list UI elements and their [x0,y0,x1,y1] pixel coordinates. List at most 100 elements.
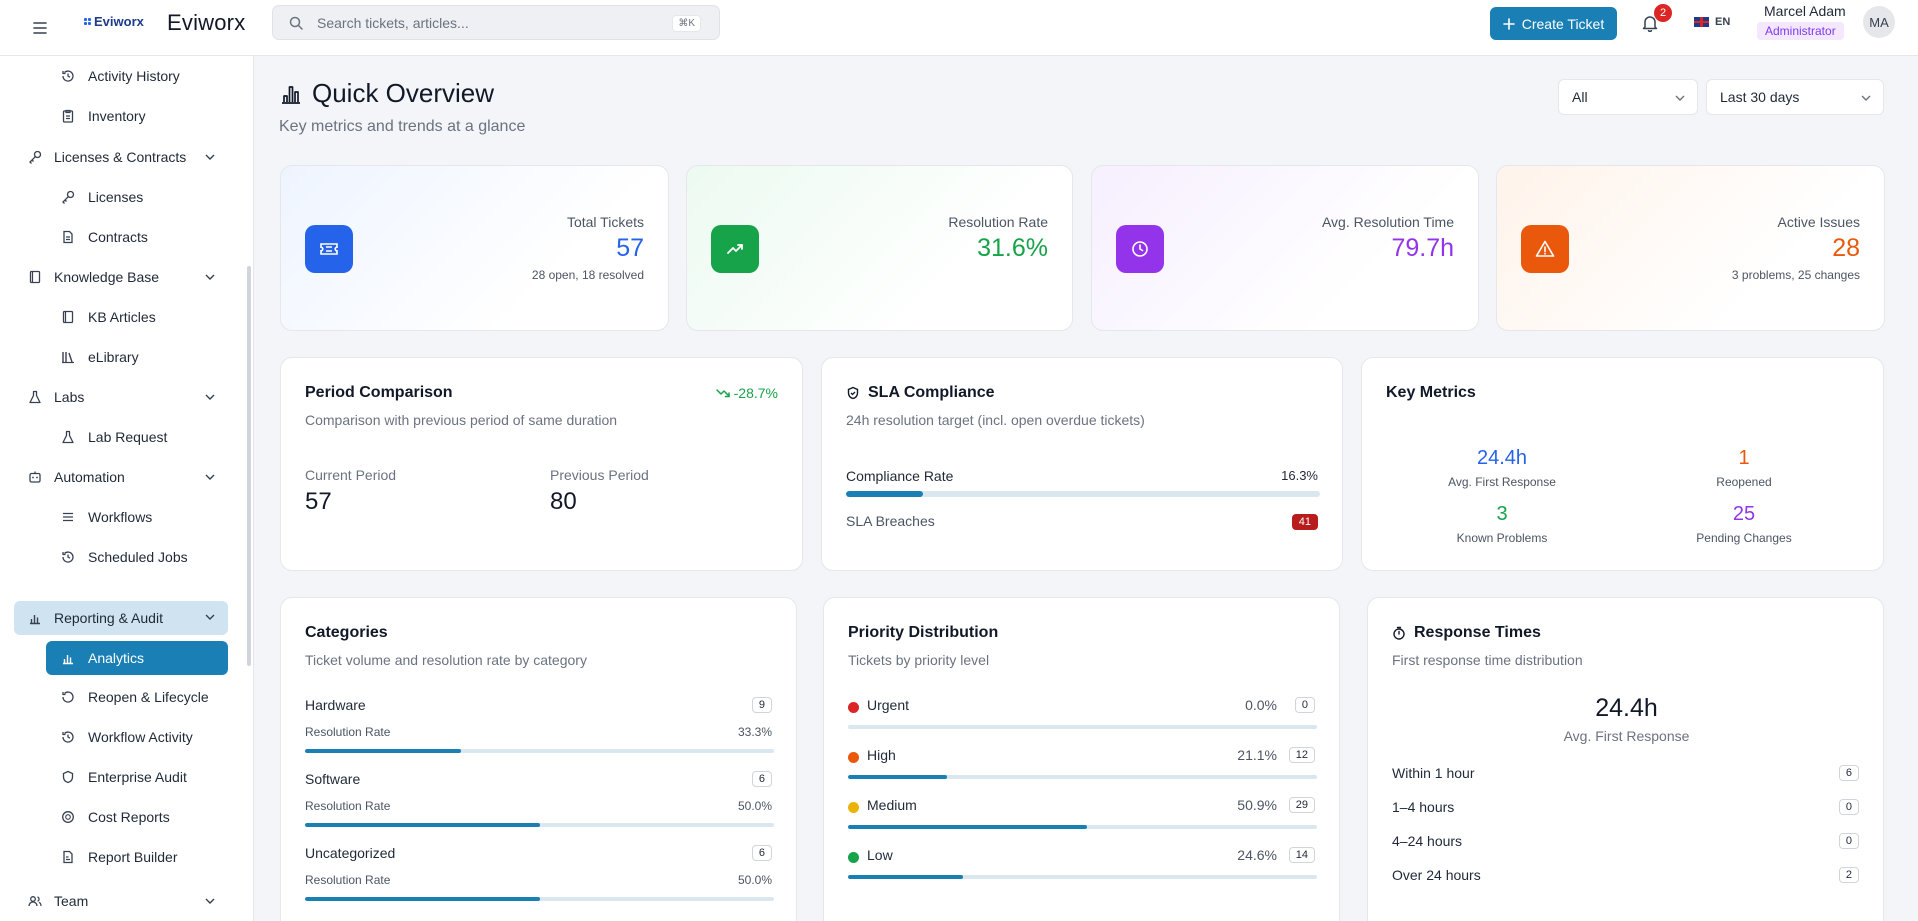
card-title: Key Metrics [1386,384,1476,401]
stat-card-resolution-rate[interactable]: Resolution Rate 31.6% [686,165,1073,331]
create-ticket-button[interactable]: Create Ticket [1490,7,1617,40]
card-subtitle: Ticket volume and resolution rate by cat… [305,652,587,668]
compliance-rate-value: 16.3% [1281,468,1318,483]
sidebar-item-elibrary[interactable]: eLibrary [46,341,228,373]
chevron-down-icon [204,271,216,283]
logo[interactable]: Eviworx [84,14,144,29]
history-icon [59,550,77,564]
category-name: Uncategorized [305,845,396,861]
search-input[interactable]: Search tickets, articles... ⌘K [272,5,720,40]
card-subtitle: Comparison with previous period of same … [305,412,618,428]
sidebar-scrollbar-thumb[interactable] [247,266,251,666]
stat-card-active-issues[interactable]: Active Issues 28 3 problems, 25 changes [1496,165,1885,331]
stat-label: Resolution Rate [948,214,1048,230]
priority-progress-bar [848,875,1317,879]
stat-note: 28 open, 18 resolved [531,268,644,282]
sidebar-item-reopen-lifecycle[interactable]: Reopen & Lifecycle [46,681,228,713]
search-shortcut: ⌘K [672,15,701,32]
menu-icon[interactable] [32,14,54,42]
sidebar-group-team[interactable]: Team [14,885,228,917]
avatar[interactable]: MA [1863,6,1895,38]
response-bucket-label: Within 1 hour [1392,765,1475,781]
key-icon [26,150,44,164]
shield-icon [59,770,77,784]
sidebar-item-label: Licenses [88,189,144,205]
flask-icon [59,430,77,444]
create-ticket-label: Create Ticket [1521,15,1605,32]
page-subtitle: Key metrics and trends at a glance [279,118,526,135]
response-bucket-count: 0 [1838,799,1859,815]
card-title-text: Response Times [1414,624,1541,641]
priority-color-dot [848,752,859,763]
priority-progress-bar [848,825,1317,829]
category-count-badge: 6 [751,771,772,787]
stat-label: Total Tickets [566,214,644,230]
bot-icon [26,470,44,484]
sidebar-group-labs[interactable]: Labs [14,381,228,413]
sidebar-item-workflows[interactable]: Workflows [46,501,228,533]
chevron-down-icon [204,151,216,163]
sidebar-item-activity-history[interactable]: Activity History [46,60,228,92]
sidebar-group-automation[interactable]: Automation [14,461,228,493]
sidebar-item-analytics[interactable]: Analytics [46,641,228,675]
sidebar-group-knowledge-base[interactable]: Knowledge Base [14,261,228,293]
sidebar-item-label: Activity History [88,68,180,84]
categories-card: Categories Ticket volume and resolution … [280,597,797,921]
stat-card-total-tickets[interactable]: Total Tickets 57 28 open, 18 resolved [280,165,669,331]
card-subtitle: Tickets by priority level [848,652,990,668]
sidebar-item-label: Contracts [88,229,148,245]
priority-percent: 50.9% [1237,797,1277,813]
sidebar-group-licenses-contracts[interactable]: Licenses & Contracts [14,141,228,173]
sidebar-item-report-builder[interactable]: Report Builder [46,841,228,873]
sidebar-item-kb-articles[interactable]: KB Articles [46,301,228,333]
sidebar-item-label: Licenses & Contracts [54,149,187,165]
chart-icon [280,83,302,105]
key-metric-label: Avg. First Response [1448,475,1556,489]
sidebar-item-contracts[interactable]: Contracts [46,221,228,253]
stat-value: 57 [616,234,644,262]
chevron-down-icon [1675,94,1685,102]
priority-progress-fill [848,825,1087,829]
sidebar-item-inventory[interactable]: Inventory [46,100,228,132]
sidebar: Activity History Inventory Licenses & Co… [0,56,254,921]
priority-count-badge: 0 [1294,697,1315,713]
sidebar-group-reporting-audit[interactable]: Reporting & Audit [14,601,228,635]
sidebar-item-licenses[interactable]: Licenses [46,181,228,213]
sidebar-item-enterprise-audit[interactable]: Enterprise Audit [46,761,228,793]
stat-label: Avg. Resolution Time [1321,214,1454,230]
warning-icon [1521,225,1569,273]
key-icon [59,190,77,204]
sidebar-item-lab-request[interactable]: Lab Request [46,421,228,453]
filter-select[interactable]: All [1558,79,1698,115]
sidebar-item-label: Workflow Activity [88,729,193,745]
history-icon [59,69,77,83]
chevron-down-icon [204,471,216,483]
sidebar-item-cost-reports[interactable]: Cost Reports [46,801,228,833]
notifications-button[interactable]: 2 [1642,4,1672,32]
user-name[interactable]: Marcel Adam [1764,3,1846,19]
priority-distribution-card: Priority Distribution Tickets by priorit… [823,597,1340,921]
language-switcher[interactable]: EN [1694,16,1730,28]
period-select[interactable]: Last 30 days [1706,79,1884,115]
sidebar-item-label: Scheduled Jobs [88,549,188,565]
chart-icon [26,611,44,625]
sidebar-item-label: Enterprise Audit [88,769,187,785]
sidebar-item-label: Workflows [88,509,153,525]
sidebar-item-label: Team [54,893,89,909]
sidebar-item-scheduled-jobs[interactable]: Scheduled Jobs [46,541,228,573]
category-progress-fill [305,823,540,827]
top-bar: Eviworx Eviworx Search tickets, articles… [0,0,1918,56]
book-icon [59,310,77,324]
sla-compliance-card: SLA Compliance 24h resolution target (in… [821,357,1343,571]
chart-icon [59,651,77,665]
sidebar-item-label: Lab Request [88,429,168,445]
sidebar-item-label: Cost Reports [88,809,170,825]
sidebar-item-workflow-activity[interactable]: Workflow Activity [46,721,228,753]
sidebar-item-label: Labs [54,389,85,405]
key-metric-label: Reopened [1716,475,1772,489]
stat-card-avg-resolution-time[interactable]: Avg. Resolution Time 79.7h [1091,165,1479,331]
clock-icon [1116,225,1164,273]
document-icon [59,230,77,244]
response-bucket-count: 0 [1838,833,1859,849]
key-metric-value: 25 [1732,503,1756,525]
